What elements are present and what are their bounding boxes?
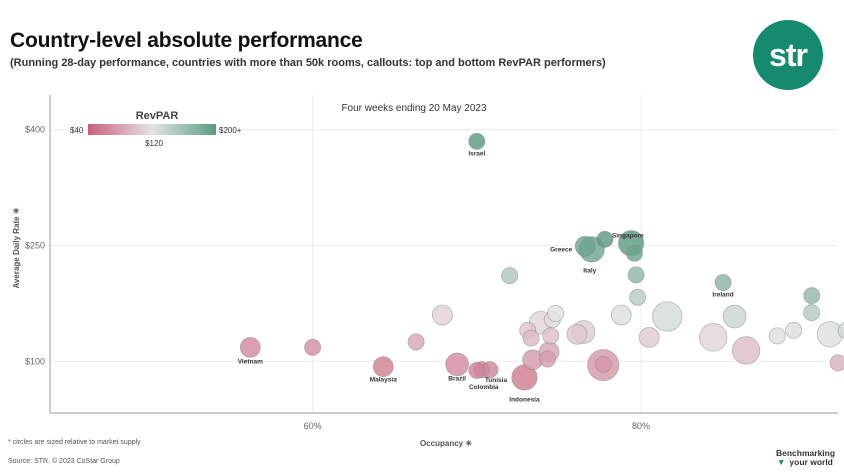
bubble-market-x[interactable] [699,323,728,352]
x-tick-label: 60% [304,421,322,431]
callout-tunisia: Tunisia [485,377,508,384]
size-footnote: * circles are sized relative to market s… [8,439,141,446]
callout-indonesia: Indonesia [509,396,540,403]
bubble-market-e[interactable] [501,267,519,285]
y-tick-label: $100 [25,356,45,366]
bubble-brazil[interactable] [445,352,470,377]
bubble-market-z[interactable] [731,336,761,365]
bubble-market-l[interactable] [542,327,560,345]
country-callouts: Israel Singapore Greece Italy Ireland Vietnam… [238,150,734,403]
revpar-legend: RevPAR $40 $200+ $120 [70,110,242,148]
bubbles [239,132,844,391]
page-title: Country-level absolute performance [10,29,363,52]
tagline: Benchmarking ▼ your world [776,449,835,467]
bubble-israel[interactable] [468,132,486,150]
bubble-market-aa[interactable] [768,327,786,345]
tagline-line-1: Benchmarking [776,448,836,458]
legend-max-label: $200+ [219,126,242,135]
bubble-market-n[interactable] [547,304,565,322]
legend-gradient [88,124,216,135]
callout-italy: Italy [583,267,596,274]
callout-singapore: Singapore [612,232,644,239]
bubble-market-j[interactable] [538,350,556,368]
bubble-large-market-centre-overlay[interactable] [594,355,612,373]
axis-ticks: $100 $250 $400 60% 80% [25,125,650,431]
legend-title: RevPAR [136,110,179,122]
callout-ireland: Ireland [712,292,733,299]
callout-colombia: Colombia [469,384,499,391]
callout-malaysia: Malaysia [370,377,397,384]
bubble-market-ac[interactable] [803,287,821,305]
bubble-market-af[interactable] [837,322,844,339]
bubble-greece[interactable] [574,235,596,257]
bubble-market-d[interactable] [468,362,486,380]
bubble-market-b[interactable] [407,333,425,351]
bubble-market-c[interactable] [431,304,453,326]
bubble-market-ab[interactable] [785,321,803,339]
bubble-market-t[interactable] [627,266,645,284]
bubble-market-g[interactable] [522,329,540,347]
page-subtitle: (Running 28-day performance, countries w… [10,57,606,69]
gridlines [50,95,838,413]
tagline-line-2-row: ▼ your world [776,458,835,467]
source-note: Source: STR. © 2023 CoStar Group [8,458,120,465]
bubble-market-v[interactable] [638,326,660,348]
callout-greece: Greece [550,246,572,253]
bubble-market-a[interactable] [304,338,322,356]
bubble-malaysia[interactable] [372,356,394,378]
callout-vietnam: Vietnam [238,358,263,365]
y-tick-label: $250 [25,241,45,251]
x-axis-label: Occupancy ✳ [420,439,472,448]
callout-brazil: Brazil [448,375,466,382]
callout-israel: Israel [468,150,485,157]
legend-min-label: $40 [70,126,84,135]
y-tick-label: $400 [25,125,45,135]
bubble-market-ag[interactable] [829,354,844,372]
bubble-ireland[interactable] [714,274,732,292]
legend-mid-label: $120 [145,139,163,148]
str-logo: str [753,20,823,90]
logo-text: str [769,36,808,73]
y-axis-label: Average Daily Rate ✳ [12,207,21,288]
tagline-line-2: your world [789,457,833,467]
bubble-market-o[interactable] [566,323,588,345]
bubble-market-s[interactable] [625,244,643,262]
bubble-market-u[interactable] [629,288,647,306]
chart-annotation: Four weeks ending 20 May 2023 [341,103,487,114]
bubble-market-ad[interactable] [803,304,821,322]
bubble-vietnam[interactable] [239,336,261,358]
bubble-singapore[interactable] [596,230,614,248]
x-tick-label: 80% [632,421,650,431]
bubble-market-w[interactable] [652,301,683,332]
bubble-market-q[interactable] [610,304,632,326]
tagline-arrow-icon: ▼ [777,457,786,467]
bubble-market-y[interactable] [722,304,747,329]
